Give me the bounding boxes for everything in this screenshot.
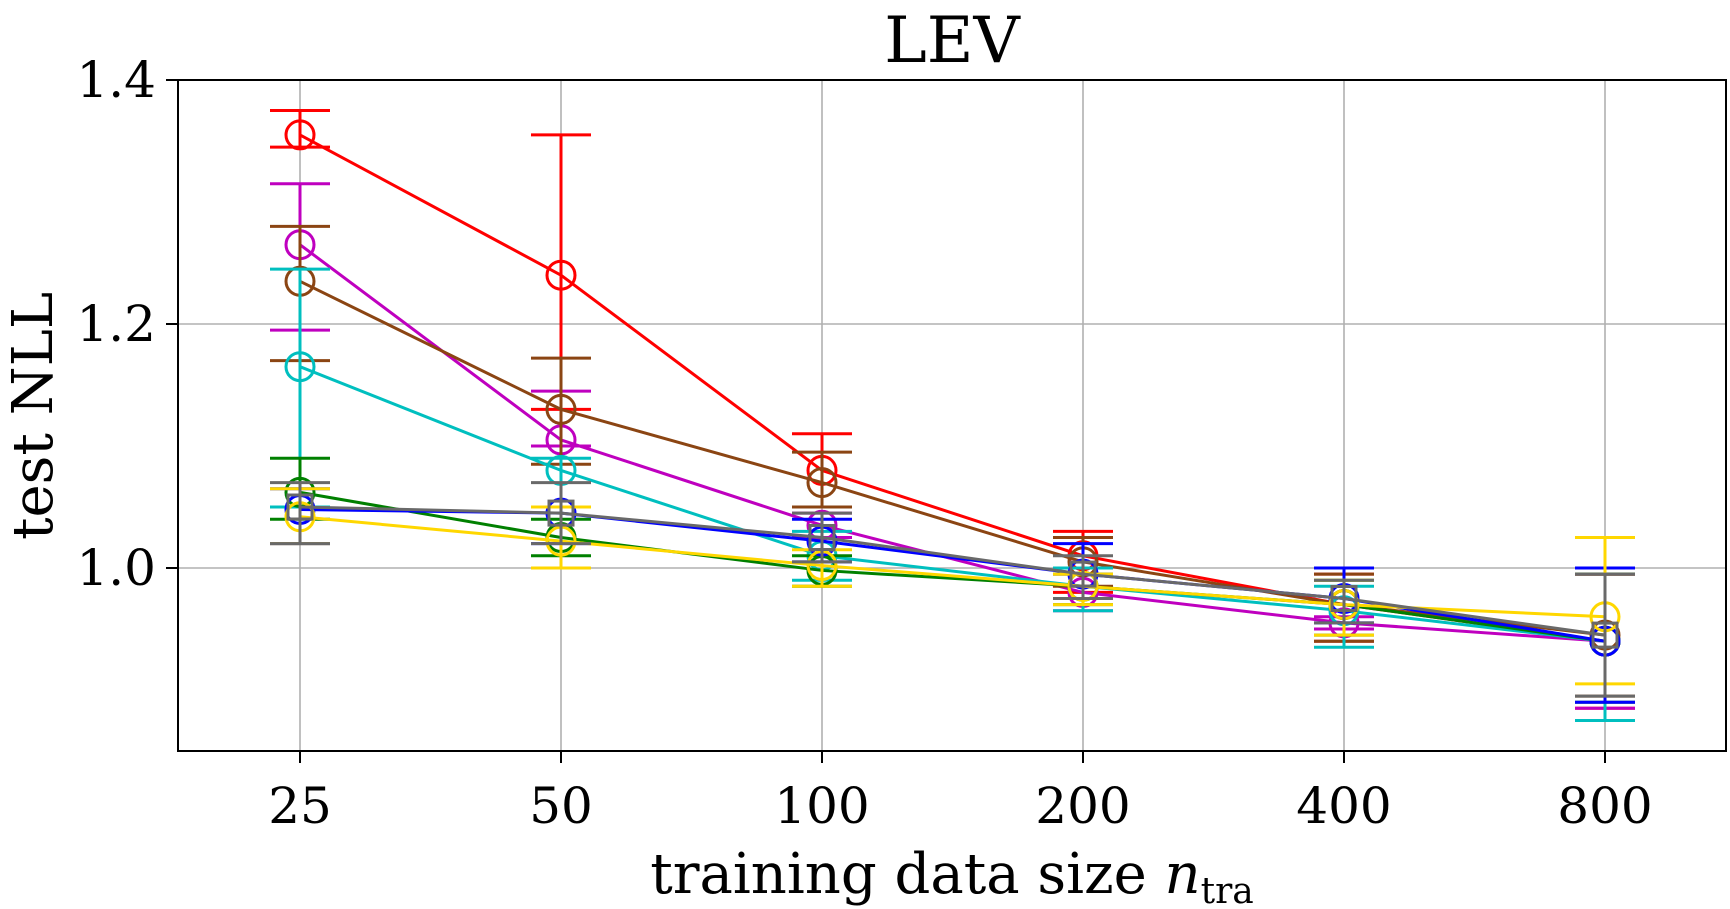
x-tick-label: 25 xyxy=(268,777,332,835)
x-tick-label: 400 xyxy=(1296,777,1391,835)
x-tick-label: 50 xyxy=(529,777,593,835)
series-line xyxy=(299,133,1606,643)
data-point xyxy=(545,259,577,291)
series-group xyxy=(270,109,1635,722)
data-point xyxy=(284,351,316,383)
data-point xyxy=(547,499,575,527)
data-point xyxy=(286,493,314,521)
x-tick-label: 800 xyxy=(1557,777,1652,835)
data-point xyxy=(806,467,838,499)
series-line xyxy=(299,365,1606,643)
series-gold xyxy=(270,487,1635,686)
series-magenta xyxy=(270,182,1635,710)
data-point xyxy=(1330,585,1358,612)
y-tick-label: 1.0 xyxy=(76,539,156,597)
axes: 25 50 100 200 400 800 1.0 1.2 1.4 xyxy=(76,51,1652,835)
series-brown xyxy=(270,224,1635,698)
series-line xyxy=(299,279,1606,637)
data-point xyxy=(545,393,577,425)
series-line xyxy=(299,490,1606,643)
data-point xyxy=(808,524,836,551)
grid xyxy=(178,79,1726,751)
x-tick-label: 100 xyxy=(774,777,869,835)
data-point xyxy=(284,119,316,151)
x-axis-title: training data size ntra xyxy=(650,842,1254,909)
y-axis-title: test NLL xyxy=(1,292,66,540)
plot-frame xyxy=(177,79,1727,752)
series-green xyxy=(270,456,1635,704)
series-red xyxy=(270,109,1635,710)
data-point xyxy=(1069,560,1097,588)
x-tick-label: 200 xyxy=(1035,777,1130,835)
y-tick-label: 1.4 xyxy=(76,51,156,109)
series-line xyxy=(299,515,1606,619)
series-cyan xyxy=(270,267,1635,722)
series-gray xyxy=(270,481,1635,698)
x-axis-title-text: training data size xyxy=(650,842,1146,907)
chart-title: LEV xyxy=(884,4,1021,78)
data-point xyxy=(1591,621,1619,649)
y-tick-label: 1.2 xyxy=(76,295,156,353)
x-axis-title-var: n xyxy=(1165,842,1201,907)
series-line xyxy=(299,505,1606,637)
x-axis-title-sub: tra xyxy=(1201,871,1254,909)
